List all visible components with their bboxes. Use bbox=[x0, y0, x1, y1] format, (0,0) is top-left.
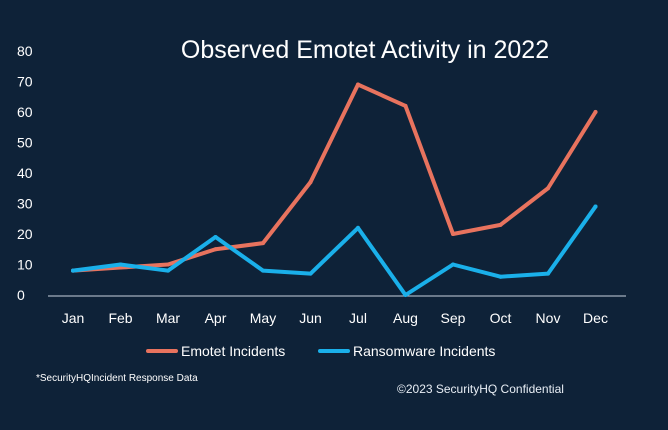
footnote: *SecurityHQIncident Response Data bbox=[36, 373, 198, 384]
y-tick-label: 30 bbox=[17, 196, 33, 212]
y-tick-label: 20 bbox=[17, 226, 33, 242]
data-point-emotet-incidents bbox=[451, 232, 455, 236]
x-tick-label: Oct bbox=[490, 310, 512, 326]
data-point-emotet-incidents bbox=[308, 180, 313, 185]
data-point-ransomware-incidents bbox=[356, 225, 360, 230]
plot-area bbox=[71, 82, 598, 297]
x-tick-label: Nov bbox=[536, 310, 561, 326]
x-tick-label: Sep bbox=[441, 310, 466, 326]
data-point-emotet-incidents bbox=[593, 110, 598, 114]
x-tick-label: Aug bbox=[393, 310, 418, 326]
data-point-ransomware-incidents bbox=[546, 271, 550, 276]
data-point-ransomware-incidents bbox=[451, 262, 455, 267]
y-tick-label: 80 bbox=[17, 43, 33, 59]
x-tick-label: Dec bbox=[583, 310, 608, 326]
x-axis: Jan Feb Mar Apr May Jun Jul Aug Sep Oct Nov Dec bbox=[62, 310, 608, 326]
data-point-ransomware-incidents bbox=[261, 268, 265, 273]
y-tick-label: 50 bbox=[17, 135, 33, 151]
series-line-emotet-incidents bbox=[71, 82, 598, 273]
x-tick-label: Feb bbox=[108, 310, 132, 326]
legend-label-emotet-incidents: Emotet Incidents bbox=[181, 343, 285, 359]
data-point-emotet-incidents bbox=[498, 222, 503, 227]
x-tick-label: Jan bbox=[62, 310, 85, 326]
x-tick-label: Jun bbox=[299, 310, 322, 326]
y-tick-label: 0 bbox=[17, 287, 25, 303]
legend-label-ransomware-incidents: Ransomware Incidents bbox=[353, 343, 495, 359]
data-point-emotet-incidents bbox=[213, 247, 218, 252]
data-point-ransomware-incidents bbox=[593, 204, 598, 209]
data-point-ransomware-incidents bbox=[166, 268, 170, 273]
data-point-emotet-incidents bbox=[356, 82, 360, 87]
y-tick-label: 60 bbox=[17, 104, 33, 120]
data-point-ransomware-incidents bbox=[71, 268, 75, 273]
data-point-emotet-incidents bbox=[546, 186, 550, 191]
copyright-notice: ©2023 SecurityHQ Confidential bbox=[397, 382, 564, 396]
data-point-ransomware-incidents bbox=[308, 271, 313, 276]
series-line-ransomware-incidents bbox=[71, 204, 598, 297]
x-tick-label: Jul bbox=[349, 310, 367, 326]
data-point-emotet-incidents bbox=[166, 262, 170, 267]
y-tick-label: 70 bbox=[17, 74, 33, 90]
data-point-ransomware-incidents bbox=[498, 274, 503, 279]
data-point-emotet-incidents bbox=[403, 103, 408, 108]
data-point-ransomware-incidents bbox=[118, 262, 123, 267]
data-point-ransomware-incidents bbox=[403, 293, 408, 297]
y-tick-label: 10 bbox=[17, 257, 33, 273]
y-axis: 0 10 20 30 40 50 60 70 80 bbox=[17, 43, 33, 303]
x-tick-label: Mar bbox=[156, 310, 180, 326]
data-point-ransomware-incidents bbox=[213, 235, 218, 240]
chart-title: Observed Emotet Activity in 2022 bbox=[181, 36, 549, 64]
legend: Emotet Incidents Ransomware Incidents bbox=[146, 343, 495, 359]
y-tick-label: 40 bbox=[17, 165, 33, 181]
data-point-emotet-incidents bbox=[261, 241, 265, 246]
x-tick-label: May bbox=[250, 310, 276, 326]
x-tick-label: Apr bbox=[205, 310, 227, 326]
